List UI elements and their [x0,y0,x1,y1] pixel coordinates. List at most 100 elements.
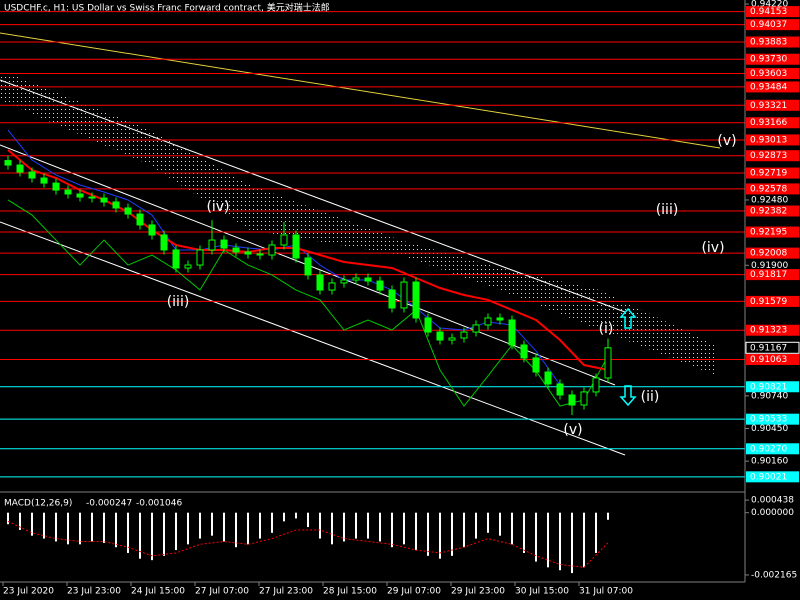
candle-body [568,394,576,406]
macd-tick-label: 0.000000 [751,508,794,518]
candle-body [304,257,312,276]
level-label-box [746,413,799,425]
level-label-box [746,205,799,217]
level-label: 0.92578 [750,184,787,194]
levels [0,11,745,478]
level-label-box [746,295,799,307]
level-label: 0.91579 [750,297,787,307]
candle-body [292,234,300,259]
candle-body [112,201,120,209]
candle-body [508,319,516,346]
macd-bar [343,512,345,542]
macd-signal-value: -0.001046 [136,499,182,509]
macd-bar [79,512,81,545]
candle-body [64,189,72,195]
level-label: 0.93730 [750,55,787,65]
macd-label: MACD(12,26,9) [4,499,72,509]
macd-bar [199,512,201,539]
candle-body [376,280,384,291]
level-label-box [746,150,799,162]
candle-body [412,281,420,319]
candle-body [208,239,216,251]
candle-body [328,282,336,291]
candle-body [244,251,252,255]
candle-body [364,277,372,282]
time-axis: 23 Jul 2020 23 Jul 23:00 24 Jul 15:00 27 Ju… [2,582,633,597]
macd-bar [115,512,117,548]
wave-label: (iii) [656,202,679,218]
level-label: 0.94037 [750,20,787,30]
level-label-box [746,226,799,238]
level-label: 0.90270 [750,444,787,454]
x-tick-label: 30 Jul 15:00 [515,587,569,597]
macd-bar [367,512,369,539]
wave-label: (ii) [641,389,660,405]
annotations: (v) (iii) (iv) (iv) (iii) (i) (ii) (v) [167,133,737,438]
macd-bar [475,512,477,539]
y-tick-label: 0.90160 [751,457,788,467]
level-label: 0.91323 [750,326,787,336]
candle-body [232,247,240,253]
macd-bar [211,512,213,536]
candle-body [352,277,360,281]
macd-bar [259,512,261,539]
arrow-up [619,307,637,329]
candle-body [184,264,192,269]
macd-bar [319,512,321,539]
macd-bar [283,512,285,522]
macd-bar [247,512,249,545]
macd-bar [391,512,393,548]
macd-bar [91,512,93,542]
candle-body [136,213,144,226]
macd-bar [535,512,537,562]
level-label-box [746,183,799,195]
arrow-down [619,385,637,407]
candle-body [76,193,84,198]
level-label-box [746,99,799,111]
level-label: 0.91817 [750,270,787,280]
y-tick-label: 0.91900 [751,261,788,271]
level-label: 0.93883 [750,37,787,47]
macd-bar [223,512,225,542]
macd-bar [427,512,429,556]
macd-bar [271,512,273,533]
macd-bar [487,512,489,533]
candle-body [16,164,24,173]
level-label-box [746,134,799,146]
candle-body [388,289,396,309]
macd-bar [175,512,177,551]
channel-line [0,79,626,313]
level-label-box [746,381,799,393]
level-label: 0.93013 [750,135,787,145]
indicator-line [7,199,609,407]
macd-bar [355,512,357,539]
macd-bar [499,512,501,536]
price-label: 0.91167 [750,343,787,353]
macd-bar [235,512,237,548]
candle-body [520,344,528,359]
macd-bar [547,512,549,568]
level-label: 0.93321 [750,101,787,111]
candle-body [148,224,156,236]
macd-bar [307,512,309,528]
level-label: 0.93166 [750,118,787,128]
candle-body [316,274,324,291]
candle-body [460,331,468,339]
level-label: 0.94153 [750,7,787,17]
y-tick-label: 0.90450 [751,424,788,434]
macd-bar [439,512,441,559]
candle-body [124,207,132,215]
macd-bar [43,512,45,539]
indicator-line [7,149,609,371]
candle-body [448,337,456,341]
level-label-box [746,117,799,129]
macd-bar [523,512,525,553]
candle-body [604,347,612,379]
macd-bar [331,512,333,545]
level-label-box [746,53,799,65]
wave-label: (iv) [701,240,724,256]
y-tick-label: 0.90740 [751,391,788,401]
macd-bar [67,512,69,545]
candle-body [100,197,108,203]
